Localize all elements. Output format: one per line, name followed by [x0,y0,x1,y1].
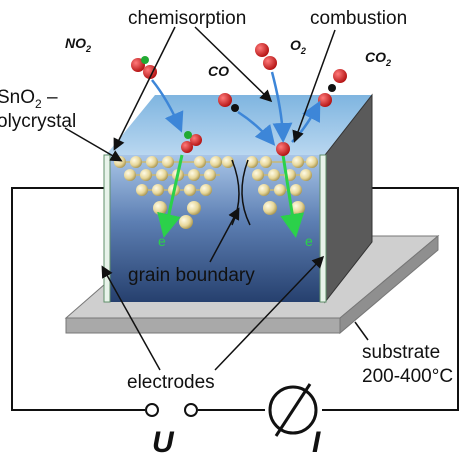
terminal-left [145,403,159,417]
circuit-wire [11,187,459,411]
co2-label: CO2 [365,49,391,68]
sno2-label-line2: olycrystal [0,111,76,132]
no2-molecule [131,56,157,79]
grain-atom [290,184,302,196]
grain-atom [194,156,206,168]
grain-atom [263,201,277,215]
no2-label: NO2 [65,35,91,54]
chemisorption-pointer-right [194,26,273,103]
electrode-pointer-right [214,255,325,371]
grain-atoms [114,156,318,229]
current-label: I [312,426,321,459]
sno2-label-line1: SnO2 – [0,87,58,111]
grain-atom [292,156,304,168]
grain-atom [222,156,234,168]
grain-boundary-pointer [209,207,240,263]
grain-boundary-curve-right [241,159,251,226]
grain-atom [258,184,270,196]
grain-atom [252,169,264,181]
grain-atom [291,201,305,215]
sno2-pointer [64,127,123,162]
grain-atom [136,184,148,196]
substrate-pointer [354,321,369,341]
grain-atom [156,169,168,181]
grain-atom [153,201,167,215]
electron-label-left: e [158,233,166,249]
grain-atom [179,215,193,229]
grain-atom [204,169,216,181]
grain-atom [188,169,200,181]
chemisorption-label: chemisorption [128,8,246,29]
chemisorption-flow-arrow-left [151,79,184,133]
o2-label: O2 [290,37,306,56]
temperature-label: 200-400°C [362,366,453,387]
combustion-label: combustion [310,8,407,29]
adsorbed-no2-molecule [181,131,202,153]
grain-atom [200,184,212,196]
grain-atom [268,169,280,181]
electron-label-right: e [305,233,313,249]
grain-atom [274,184,286,196]
combustion-pointer [292,29,336,143]
ammeter-needle [274,383,312,437]
grain-atom [246,156,258,168]
terminal-right [184,403,198,417]
grain-boundary-label: grain boundary [128,265,255,286]
grain-atom [210,156,222,168]
grain-atom [146,156,158,168]
co-molecule [218,93,239,112]
grain-atom [130,156,142,168]
grain-atom [124,169,136,181]
electron-arrow-right [280,154,305,238]
substrate-label: substrate [362,342,440,363]
grain-atom [300,169,312,181]
grain-atom [187,201,201,215]
grain-atom [184,184,196,196]
electron-arrow-left [157,154,184,238]
co2-molecule [318,69,347,107]
adsorbed-oxygen-atom [276,142,290,156]
co-label: CO [208,63,229,79]
grain-atom [306,156,318,168]
electrode-left [103,154,111,303]
grain-atom [152,184,164,196]
o2-flow-arrow [270,71,293,143]
electrodes-label: electrodes [127,372,215,393]
chemisorption-pointer-left [113,26,176,151]
o2-molecule [255,43,277,70]
block-side-face [325,95,372,302]
grain-atom [260,156,272,168]
electrode-right [319,154,327,303]
co-flow-arrow [237,110,276,146]
electrode-pointer-left [101,265,161,371]
grain-atom [140,169,152,181]
voltage-label: U [152,426,175,459]
grain-atom [162,156,174,168]
